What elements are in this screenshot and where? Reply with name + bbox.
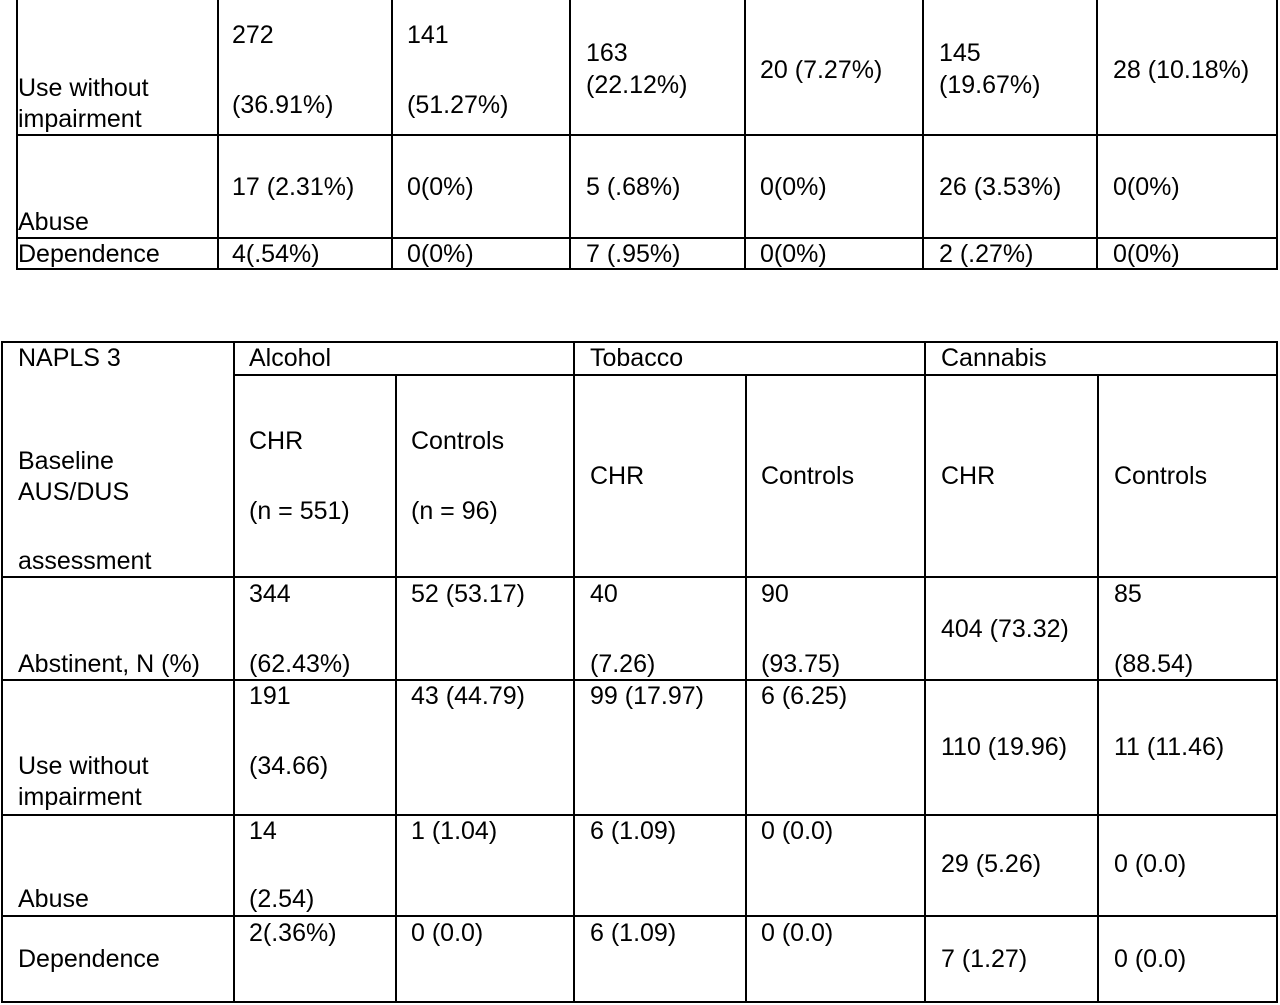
table-cell: 4(.54%) — [232, 240, 320, 268]
table-cell: 99 (17.97) — [590, 682, 704, 710]
table-cell: 29 (5.26) — [941, 850, 1042, 878]
table-cell: 7 (1.27) — [941, 945, 1028, 973]
table-cell: 0(0%) — [1113, 173, 1180, 201]
table-cell: 5 (.68%) — [586, 173, 681, 201]
grid-line — [924, 341, 926, 1003]
table-cell: 6 (1.09) — [590, 919, 677, 947]
grid-line — [234, 374, 1278, 376]
table-cell: 40 — [590, 580, 618, 608]
grid-line — [745, 374, 747, 1003]
table-cell: 404 (73.32) — [941, 615, 1069, 643]
grid-line — [233, 341, 235, 1003]
table-cell: 17 (2.31%) — [232, 173, 355, 201]
table-cell: 163 — [586, 39, 628, 67]
grid-line — [573, 341, 575, 1003]
table-cell: 145 — [939, 39, 981, 67]
table-cell: 6 (1.09) — [590, 817, 677, 845]
grid-line — [1, 341, 1278, 343]
table-cell: 26 (3.53%) — [939, 173, 1062, 201]
table-cell: 0(0%) — [407, 240, 474, 268]
row-label: impairment — [18, 105, 142, 133]
row-label: Dependence — [18, 945, 160, 973]
row-label: Dependence — [18, 240, 160, 268]
table-cell: (93.75) — [761, 650, 841, 678]
grid-line — [16, 268, 1278, 270]
table-cell: 0 (0.0) — [1114, 945, 1187, 973]
table-cell: (19.67%) — [939, 71, 1041, 99]
table-cell: 0(0%) — [1113, 240, 1180, 268]
group-header: CHR — [249, 427, 304, 455]
table-cell: 0 (0.0) — [1114, 850, 1187, 878]
row-label: Use without — [18, 74, 149, 102]
table-cell: 11 (11.46) — [1114, 733, 1225, 761]
table-cell: (2.54) — [249, 885, 315, 913]
group-header-n: (n = 551) — [249, 497, 350, 525]
table-cell: 272 — [232, 21, 274, 49]
grid-line — [395, 374, 397, 1003]
table-cell: (22.12%) — [586, 71, 688, 99]
assessment-label: Baseline — [18, 447, 114, 475]
table-cell: (51.27%) — [407, 91, 509, 119]
table-cell: 85 — [1114, 580, 1142, 608]
table-cell: 110 (19.96) — [941, 733, 1068, 761]
table-cell: (34.66) — [249, 752, 329, 780]
row-label: impairment — [18, 783, 142, 811]
row-label: Abstinent, N (%) — [18, 650, 201, 678]
row-label: Use without — [18, 752, 149, 780]
table-cell: 141 — [407, 21, 449, 49]
table-cell: 191 — [249, 682, 291, 710]
table-cell: 7 (.95%) — [586, 240, 681, 268]
grid-line — [1, 915, 1278, 917]
group-header: Controls — [1114, 462, 1208, 490]
table-cell: 2(.36%) — [249, 919, 337, 947]
row-label: Abuse — [18, 208, 89, 236]
group-header: CHR — [941, 462, 996, 490]
column-header-tobacco: Tobacco — [590, 344, 684, 372]
table-cell: 52 (53.17) — [411, 580, 525, 608]
column-header-alcohol: Alcohol — [249, 344, 331, 372]
substance-use-table-continued: Use without impairment 272 (36.91%) 141 … — [0, 0, 1280, 270]
table-cell: (36.91%) — [232, 91, 334, 119]
table-cell: 43 (44.79) — [411, 682, 525, 710]
column-header-cannabis: Cannabis — [941, 344, 1047, 372]
table-cell: 0 (0.0) — [761, 919, 834, 947]
table-cell: (7.26) — [590, 650, 656, 678]
group-header-n: (n = 96) — [411, 497, 498, 525]
grid-line — [1, 679, 1278, 681]
assessment-label: AUS/DUS — [18, 478, 130, 506]
table-cell: 90 — [761, 580, 789, 608]
grid-line — [16, 237, 1278, 239]
group-header: CHR — [590, 462, 645, 490]
grid-line — [1276, 341, 1278, 1003]
grid-line — [1, 576, 1278, 578]
table-cell: (88.54) — [1114, 650, 1194, 678]
table-cell: 14 — [249, 817, 277, 845]
group-header: Controls — [411, 427, 505, 455]
grid-line — [1, 341, 3, 1003]
grid-line — [1, 1001, 1278, 1003]
table-cell: 0(0%) — [407, 173, 474, 201]
table-cell: 0(0%) — [760, 240, 827, 268]
group-header: Controls — [761, 462, 855, 490]
grid-line — [1, 814, 1278, 816]
table-cell: 2 (.27%) — [939, 240, 1034, 268]
table-cell: 1 (1.04) — [411, 817, 498, 845]
table-cell: 6 (6.25) — [761, 682, 848, 710]
table-cell: 0(0%) — [760, 173, 827, 201]
table-cell: 0 (0.0) — [761, 817, 834, 845]
row-label: Abuse — [18, 885, 89, 913]
table-cell: 344 — [249, 580, 291, 608]
table-cell: 28 (10.18%) — [1113, 56, 1250, 84]
assessment-label: assessment — [18, 547, 152, 575]
study-label: NAPLS 3 — [18, 344, 121, 372]
grid-line — [16, 134, 1278, 136]
table-cell: 0 (0.0) — [411, 919, 484, 947]
table-cell: 20 (7.27%) — [760, 56, 883, 84]
grid-line — [1097, 374, 1099, 1003]
table-cell: (62.43%) — [249, 650, 351, 678]
